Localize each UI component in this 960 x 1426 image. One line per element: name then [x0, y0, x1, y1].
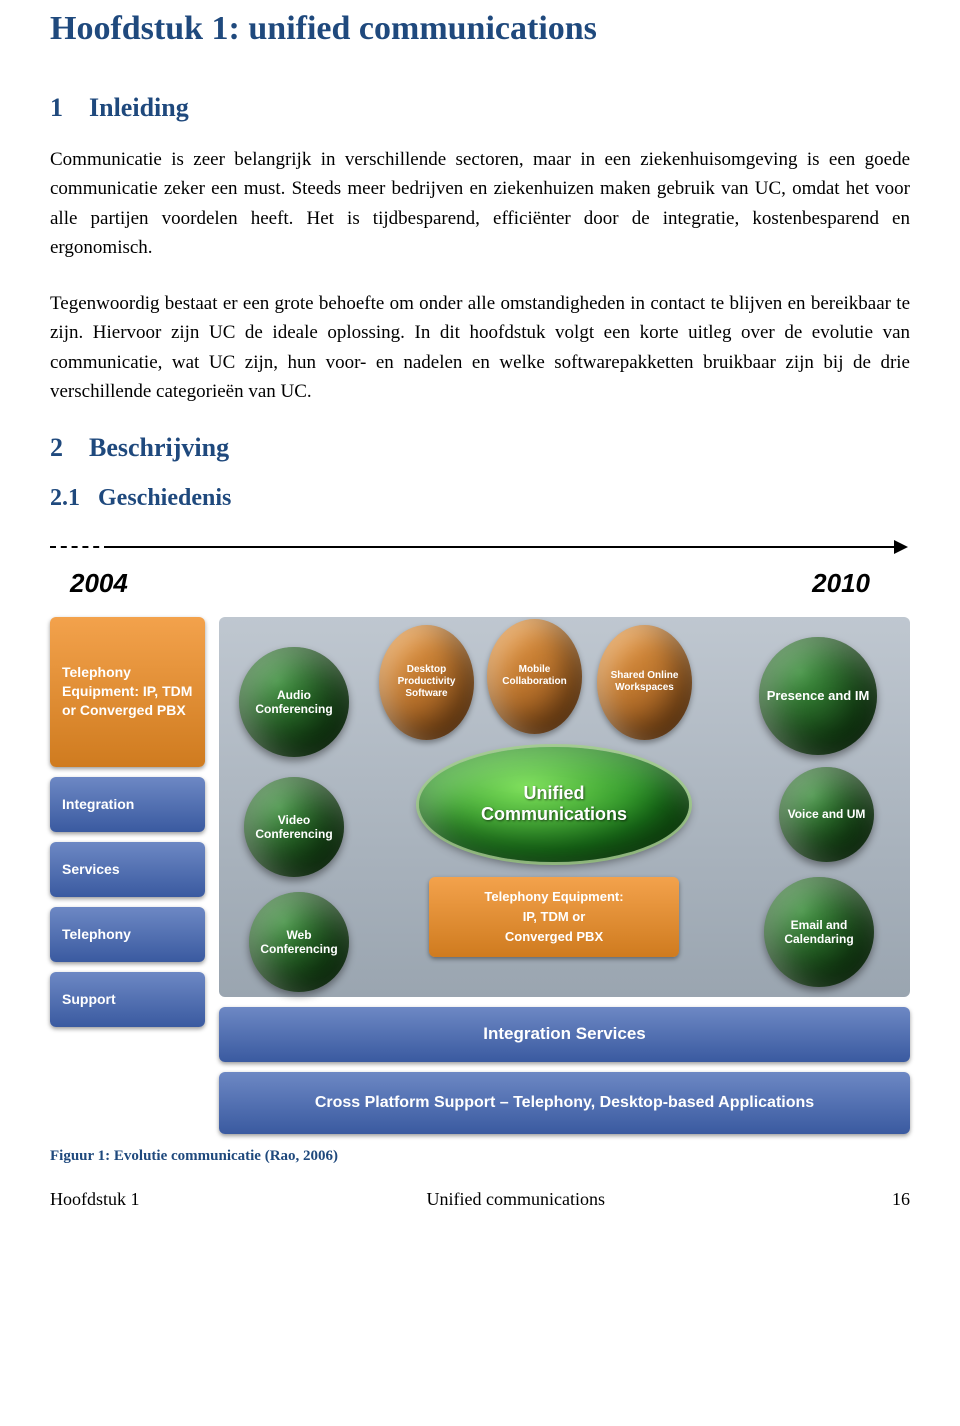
- timeline-year-end: 2010: [812, 568, 870, 599]
- left-box-telephony-2: Telephony: [50, 907, 205, 962]
- timeline-year-start: 2004: [70, 568, 128, 599]
- sphere-email-label: Email and Calendaring: [764, 914, 874, 950]
- footer-left: Hoofdstuk 1: [50, 1189, 140, 1210]
- section-1-heading: 1 Inleiding: [50, 93, 910, 123]
- page-footer: Hoofdstuk 1 Unified communications 16: [50, 1189, 910, 1210]
- sphere-web-conferencing: Web Conferencing: [249, 892, 349, 992]
- subsection-2-1-title: Geschiedenis: [98, 485, 231, 511]
- timeline: [50, 532, 910, 568]
- subsection-2-1-heading: 2.1 Geschiedenis: [50, 485, 910, 512]
- sphere-audio-conferencing: Audio Conferencing: [239, 647, 349, 757]
- tele-line-3: Converged PBX: [441, 927, 667, 947]
- telephony-equipment-box: Telephony Equipment: IP, TDM or Converge…: [429, 877, 679, 957]
- arrow-right-icon: [894, 540, 908, 554]
- section-1-title: Inleiding: [89, 93, 189, 122]
- tele-line-2: IP, TDM or: [441, 907, 667, 927]
- chapter-title: Hoofdstuk 1: unified communications: [50, 10, 910, 48]
- sphere-video-conferencing: Video Conferencing: [244, 777, 344, 877]
- integration-services-box: Integration Services: [219, 1007, 910, 1062]
- mini-mobile-collaboration: Mobile Collaboration: [487, 619, 582, 734]
- uc-center-line2: Communications: [481, 804, 627, 825]
- section-2-heading: 2 Beschrijving: [50, 433, 910, 463]
- sphere-presence-im: Presence and IM: [759, 637, 877, 755]
- sphere-voice-um: Voice and UM: [779, 767, 874, 862]
- mini-shared-workspaces: Shared Online Workspaces: [597, 625, 692, 740]
- subsection-2-1-number: 2.1: [50, 485, 80, 511]
- cross-platform-support-box: Cross Platform Support – Telephony, Desk…: [219, 1072, 910, 1134]
- figure-caption: Figuur 1: Evolutie communicatie (Rao, 20…: [50, 1148, 910, 1165]
- sphere-voice-label: Voice and UM: [782, 803, 872, 825]
- timeline-years: 2004 2010: [50, 568, 910, 617]
- timeline-rule: [70, 546, 900, 548]
- timeline-dash: [50, 546, 110, 548]
- sphere-presence-label: Presence and IM: [761, 684, 876, 707]
- section-1-number: 1: [50, 93, 63, 122]
- sphere-email-calendaring: Email and Calendaring: [764, 877, 874, 987]
- sphere-video-label: Video Conferencing: [244, 809, 344, 845]
- footer-right: 16: [892, 1189, 910, 1210]
- footer-center: Unified communications: [427, 1189, 605, 1210]
- tele-line-1: Telephony Equipment:: [441, 887, 667, 907]
- uc-center-line1: Unified: [524, 783, 585, 804]
- diagram-left-column: Telephony Equipment: IP, TDM or Converge…: [50, 617, 205, 1134]
- section-2-number: 2: [50, 433, 63, 462]
- left-box-telephony: Telephony Equipment: IP, TDM or Converge…: [50, 617, 205, 767]
- left-box-integration: Integration: [50, 777, 205, 832]
- uc-center-ellipse: Unified Communications: [419, 747, 689, 862]
- uc-cloud-panel: Audio Conferencing Video Conferencing We…: [219, 617, 910, 997]
- sphere-audio-label: Audio Conferencing: [239, 684, 349, 720]
- left-box-services: Services: [50, 842, 205, 897]
- evolution-diagram: 2004 2010 Telephony Equipment: IP, TDM o…: [50, 532, 910, 1134]
- mini-desktop-productivity: Desktop Productivity Software: [379, 625, 474, 740]
- paragraph-1: Communicatie is zeer belangrijk in versc…: [50, 145, 910, 263]
- paragraph-2: Tegenwoordig bestaat er een grote behoef…: [50, 289, 910, 407]
- sphere-web-label: Web Conferencing: [249, 924, 349, 960]
- left-box-support: Support: [50, 972, 205, 1027]
- section-2-title: Beschrijving: [89, 433, 229, 462]
- diagram-right-column: Audio Conferencing Video Conferencing We…: [219, 617, 910, 1134]
